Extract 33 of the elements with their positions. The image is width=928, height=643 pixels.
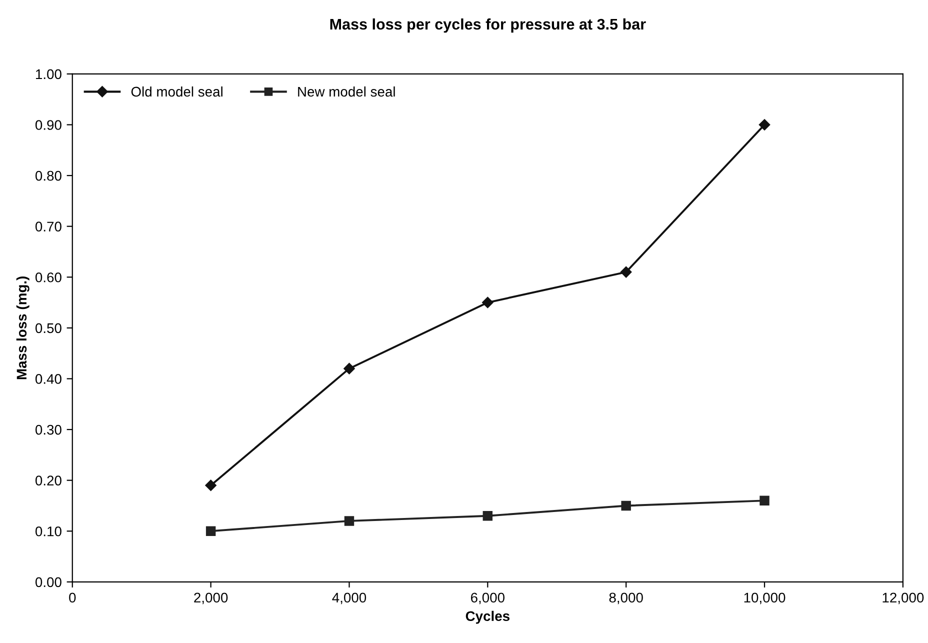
- y-tick-label: 0.10: [35, 526, 62, 536]
- y-axis-title: Mass loss (mg.): [16, 276, 30, 380]
- point: [482, 511, 493, 521]
- y-tick-label: 0.00: [35, 577, 62, 588]
- y-tick-label: 0.80: [35, 170, 62, 181]
- point: [620, 266, 632, 278]
- y-tick-label: 0.70: [35, 222, 62, 232]
- y-tick-label: 1.00: [36, 69, 62, 80]
- point: [344, 362, 355, 374]
- point: [206, 526, 216, 536]
- x-tick-label: 10,000: [744, 592, 786, 604]
- y-tick-label: 0.90: [35, 120, 62, 130]
- x-tick-label: 0: [69, 592, 76, 603]
- y-tick-label: 0.20: [35, 476, 62, 486]
- point: [205, 480, 216, 492]
- point: [621, 500, 631, 511]
- legend-label: New model seal: [298, 86, 395, 97]
- x-tick-label: 2,000: [194, 592, 228, 604]
- x-tick-label: 8,000: [609, 592, 643, 604]
- legend-label: Old model seal: [131, 86, 222, 97]
- point: [760, 496, 770, 506]
- x-tick-label: 12,000: [882, 592, 924, 604]
- chart-title: Mass loss per cycles for pressure at 3.5 bar: [330, 18, 646, 33]
- point: [344, 516, 354, 526]
- x-tick-label: 6,000: [470, 592, 504, 604]
- y-tick-label: 0.50: [35, 323, 62, 334]
- y-tick-label: 0.30: [35, 424, 62, 435]
- x-axis-title: Cycles: [466, 610, 510, 624]
- point: [758, 119, 770, 130]
- x-tick-label: 4,000: [332, 592, 366, 604]
- y-tick-label: 0.60: [35, 272, 62, 282]
- y-tick-label: 0.40: [35, 374, 62, 384]
- point: [482, 296, 494, 308]
